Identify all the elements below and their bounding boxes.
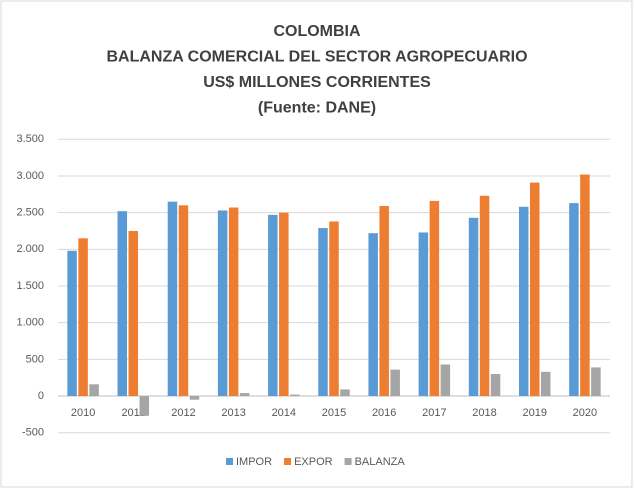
bar (329, 221, 339, 397)
y-tick-label: -500 (22, 427, 44, 439)
bar (580, 174, 590, 397)
bar (569, 203, 579, 397)
bar (318, 228, 328, 397)
y-tick-label: 2.500 (16, 207, 44, 219)
bar (239, 393, 250, 397)
legend-swatch (226, 458, 233, 465)
bar (167, 201, 178, 397)
bar (268, 214, 278, 397)
x-tick-label: 2015 (322, 407, 346, 419)
bar (591, 367, 601, 397)
y-tick-label: 2.000 (16, 243, 44, 255)
y-tick-label: 0 (38, 390, 44, 402)
x-tick-label: 2010 (71, 407, 95, 419)
legend-swatch (344, 458, 352, 465)
chart-title: (Fuente: DANE) (258, 100, 376, 117)
bar (529, 182, 540, 397)
bar (379, 206, 389, 397)
x-tick-label: 2020 (573, 407, 597, 419)
bar (178, 205, 189, 397)
bar (440, 364, 451, 397)
bar (117, 211, 128, 397)
y-tick-label: 3.000 (16, 170, 44, 182)
bar (490, 374, 501, 397)
bar (418, 232, 429, 397)
x-tick-label: 2017 (422, 407, 446, 419)
bar (340, 389, 350, 397)
y-tick-label: 500 (26, 353, 44, 365)
x-tick-label: 2014 (272, 407, 296, 419)
bar (429, 200, 440, 397)
bar (390, 369, 400, 397)
legend-label: EXPOR (294, 456, 333, 468)
bar (479, 195, 490, 397)
bar (468, 217, 479, 397)
y-tick-label: 1.500 (16, 280, 44, 292)
bar (279, 212, 289, 397)
bar (540, 371, 551, 397)
bar (128, 230, 139, 397)
bar (89, 384, 99, 397)
x-tick-label: 2012 (171, 407, 195, 419)
y-tick-label: 3.500 (16, 133, 44, 145)
chart-title: COLOMBIA (273, 23, 361, 40)
bar (189, 396, 200, 400)
x-tick-label: 2019 (522, 407, 546, 419)
legend-label: BALANZA (355, 456, 406, 468)
bar (217, 210, 228, 397)
y-tick-label: 1.000 (16, 317, 44, 329)
bar (78, 238, 88, 397)
x-tick-label: 2011 (121, 407, 145, 419)
bar (228, 207, 239, 397)
x-tick-label: 2018 (472, 407, 496, 419)
x-tick-label: 2013 (221, 407, 245, 419)
bar (518, 206, 529, 397)
bar (67, 250, 77, 397)
chart-title: BALANZA COMERCIAL DEL SECTOR AGROPECUARI… (106, 49, 527, 66)
legend-swatch (284, 458, 292, 465)
x-tick-label: 2016 (372, 407, 396, 419)
bar (368, 233, 378, 397)
bar (139, 396, 150, 416)
legend-label: IMPOR (236, 456, 272, 468)
chart-title: US$ MILLONES CORRIENTES (203, 74, 431, 91)
bar (290, 394, 300, 397)
